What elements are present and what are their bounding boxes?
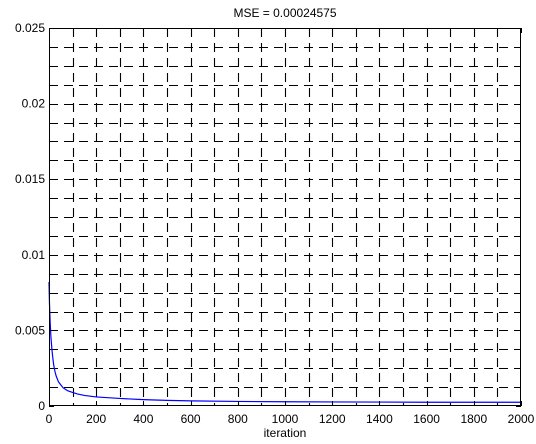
y-tick-label: 0.02	[22, 97, 46, 111]
x-tick-label: 600	[181, 412, 201, 426]
x-tick-label: 1800	[460, 412, 487, 426]
x-tick-label: 1200	[319, 412, 346, 426]
x-tick-label: 1400	[366, 412, 393, 426]
x-tick-label: 1600	[413, 412, 440, 426]
plot-area: 0 200 400 600 800 1000 1200 1400 1600 1800 2000 0 0.…	[15, 21, 535, 426]
chart-title: MSE = 0.00024575	[233, 6, 336, 20]
x-tick-label: 2000	[508, 412, 535, 426]
y-tick-label: 0.01	[22, 248, 46, 262]
x-tick-label: 0	[46, 412, 53, 426]
x-tick-label: 200	[86, 412, 106, 426]
y-tick-label: 0.005	[15, 323, 45, 337]
y-tick-label: 0.015	[15, 172, 45, 186]
x-axis-label: iteration	[264, 426, 307, 440]
y-tick-label: 0.025	[15, 21, 45, 35]
x-tick-label: 1000	[272, 412, 299, 426]
y-tick-label: 0	[38, 399, 45, 413]
x-tick-label: 400	[133, 412, 153, 426]
x-tick-label: 800	[228, 412, 248, 426]
